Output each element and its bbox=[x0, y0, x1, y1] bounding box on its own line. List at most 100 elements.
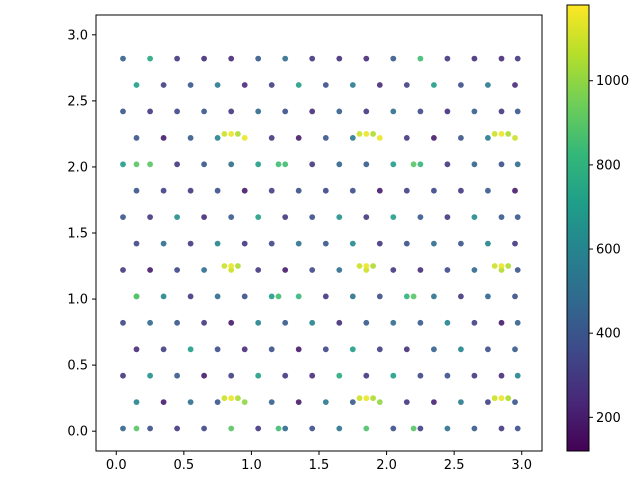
scatter-point bbox=[370, 263, 376, 269]
scatter-point bbox=[133, 425, 140, 432]
scatter-point bbox=[363, 131, 370, 137]
scatter-point bbox=[174, 319, 181, 326]
scatter-point bbox=[147, 108, 154, 115]
scatter-point bbox=[485, 399, 491, 405]
scatter-point bbox=[241, 187, 248, 194]
scatter-point bbox=[147, 214, 154, 221]
scatter-point bbox=[403, 293, 410, 300]
scatter-point bbox=[187, 293, 194, 300]
x-tick-label: 1.0 bbox=[241, 458, 262, 473]
scatter-point bbox=[390, 372, 397, 379]
scatter-point bbox=[282, 319, 289, 326]
scatter-point bbox=[228, 161, 235, 168]
scatter-point bbox=[295, 82, 302, 88]
scatter-point bbox=[512, 293, 518, 300]
scatter-point bbox=[268, 399, 275, 405]
scatter-point bbox=[417, 214, 424, 221]
scatter-point bbox=[160, 135, 167, 141]
scatter-point bbox=[403, 240, 410, 247]
scatter-point bbox=[363, 267, 370, 273]
scatter-point bbox=[376, 346, 383, 353]
scatter-point bbox=[120, 425, 126, 432]
scatter-point bbox=[363, 108, 370, 115]
scatter-point bbox=[485, 82, 491, 88]
scatter-point bbox=[390, 267, 397, 273]
scatter-point bbox=[498, 425, 505, 432]
scatter-point bbox=[282, 425, 289, 432]
scatter-point bbox=[512, 187, 518, 194]
scatter-point bbox=[214, 399, 221, 405]
scatter-point bbox=[471, 267, 478, 273]
scatter-point bbox=[498, 55, 505, 62]
scatter-point bbox=[376, 135, 383, 141]
scatter-point bbox=[458, 135, 464, 141]
scatter-point bbox=[228, 131, 235, 137]
scatter-point bbox=[147, 372, 154, 379]
scatter-point bbox=[147, 267, 154, 273]
scatter-point bbox=[309, 319, 316, 326]
scatter-point bbox=[201, 319, 208, 326]
scatter-point bbox=[309, 161, 316, 168]
scatter-point bbox=[255, 267, 262, 273]
scatter-point bbox=[120, 319, 126, 326]
scatter-point bbox=[147, 55, 154, 62]
scatter-point bbox=[214, 346, 221, 353]
scatter-point bbox=[255, 55, 262, 62]
scatter-point bbox=[309, 372, 316, 379]
scatter-point bbox=[376, 82, 383, 88]
scatter-point bbox=[214, 82, 221, 88]
scatter-point bbox=[356, 395, 363, 402]
scatter-point bbox=[417, 372, 424, 379]
scatter-point bbox=[235, 131, 241, 137]
scatter-point bbox=[174, 108, 181, 115]
scatter-point bbox=[174, 161, 181, 168]
scatter-point bbox=[376, 293, 383, 300]
scatter-point bbox=[336, 108, 343, 115]
scatter-point bbox=[512, 240, 518, 247]
scatter-point bbox=[363, 319, 370, 326]
scatter-point bbox=[444, 267, 451, 273]
scatter-point bbox=[133, 346, 140, 353]
scatter-point bbox=[417, 161, 424, 168]
y-axis: 0.0 0.5 1.0 1.5 2.0 2.5 3.0 bbox=[67, 28, 96, 440]
y-tick-label: 0.0 bbox=[67, 425, 88, 440]
scatter-point bbox=[363, 161, 370, 168]
scatter-point bbox=[349, 346, 356, 353]
scatter-point bbox=[485, 346, 491, 353]
scatter-point bbox=[228, 263, 235, 269]
scatter-point bbox=[444, 214, 451, 221]
scatter-point bbox=[376, 187, 383, 194]
scatter-point bbox=[363, 55, 370, 62]
scatter-point bbox=[133, 293, 140, 300]
scatter-point bbox=[275, 425, 282, 432]
scatter-point bbox=[514, 214, 521, 221]
scatter-point bbox=[255, 319, 262, 326]
colorbar bbox=[566, 4, 590, 452]
scatter-point bbox=[514, 319, 521, 326]
scatter-point bbox=[214, 293, 221, 300]
scatter-point bbox=[241, 82, 248, 88]
scatter-point bbox=[431, 399, 437, 405]
scatter-point bbox=[498, 395, 505, 402]
scatter-point bbox=[295, 187, 302, 194]
scatter-point bbox=[431, 82, 437, 88]
scatter-point bbox=[282, 267, 289, 273]
scatter-point bbox=[228, 395, 235, 402]
scatter-point bbox=[370, 395, 376, 402]
scatter-point bbox=[390, 161, 397, 168]
scatter-point bbox=[491, 131, 498, 137]
y-tick-label: 2.5 bbox=[67, 94, 88, 109]
scatter-point bbox=[133, 135, 140, 141]
y-tick-label: 0.5 bbox=[67, 359, 88, 374]
scatter-point bbox=[133, 399, 140, 405]
scatter-point bbox=[241, 346, 248, 353]
scatter-point bbox=[282, 372, 289, 379]
scatter-point bbox=[241, 135, 248, 141]
scatter-point bbox=[390, 425, 397, 432]
scatter-point bbox=[322, 135, 329, 141]
scatter-point bbox=[336, 319, 343, 326]
scatter-point bbox=[282, 55, 289, 62]
scatter-point bbox=[282, 108, 289, 115]
scatter-point bbox=[322, 82, 329, 88]
